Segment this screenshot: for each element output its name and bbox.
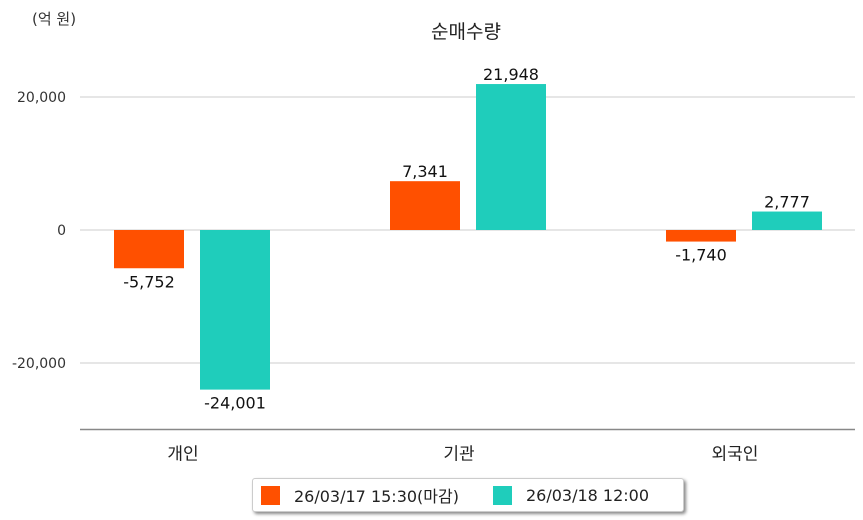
legend-label: 26/03/18 12:00 [525, 485, 650, 505]
legend-swatch [492, 485, 512, 505]
x-tick-label: 기관 [443, 445, 474, 465]
y-tick-label: -20,000 [12, 356, 66, 372]
chart-title: 순매수량 [431, 21, 501, 43]
data-label: 21,948 [483, 65, 539, 84]
x-tick-label: 개인 [167, 445, 198, 465]
legend-item-1[interactable]: 26/03/18 12:00 [492, 485, 650, 505]
data-label: 2,777 [764, 193, 810, 212]
bar [114, 230, 184, 269]
legend: 26/03/17 15:30(마감) 26/03/18 12:00 [252, 478, 684, 512]
data-label: -5,752 [123, 272, 175, 291]
bar [666, 230, 736, 242]
data-label: 7,341 [402, 162, 448, 181]
bar [476, 84, 546, 230]
bar [200, 230, 270, 390]
legend-label: 26/03/17 15:30(마감) [294, 487, 459, 506]
data-label: -1,740 [675, 246, 727, 265]
x-tick-label: 외국인 [712, 445, 759, 465]
bar [390, 181, 460, 230]
y-tick-label: 0 [57, 223, 66, 239]
y-unit-label: (억 원) [32, 10, 76, 28]
legend-item-0[interactable]: 26/03/17 15:30(마감) [261, 483, 459, 507]
bar [752, 211, 822, 230]
legend-swatch [261, 485, 280, 505]
data-label: -24,001 [204, 394, 266, 413]
y-tick-label: 20,000 [17, 90, 66, 106]
